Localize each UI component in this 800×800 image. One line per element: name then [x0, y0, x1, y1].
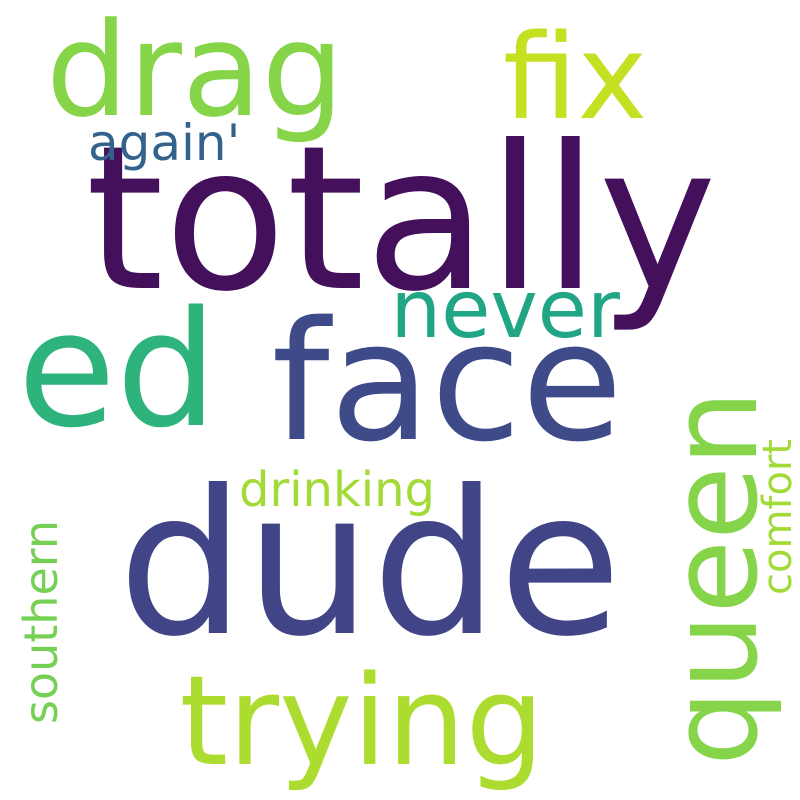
- word-never: never: [390, 263, 620, 356]
- word-face: face: [271, 286, 623, 478]
- word-southern: southern: [14, 519, 68, 724]
- word-totally: totally: [85, 103, 717, 336]
- word-dude: dude: [118, 448, 622, 681]
- word-trying: trying: [179, 650, 545, 794]
- word-drinking: drinking: [239, 462, 435, 518]
- word-drag: drag: [46, 0, 345, 146]
- word-again: again': [88, 114, 241, 172]
- word-fix: fix: [503, 8, 648, 146]
- word-comfort: comfort: [755, 438, 800, 595]
- word-ed: ed: [17, 276, 218, 463]
